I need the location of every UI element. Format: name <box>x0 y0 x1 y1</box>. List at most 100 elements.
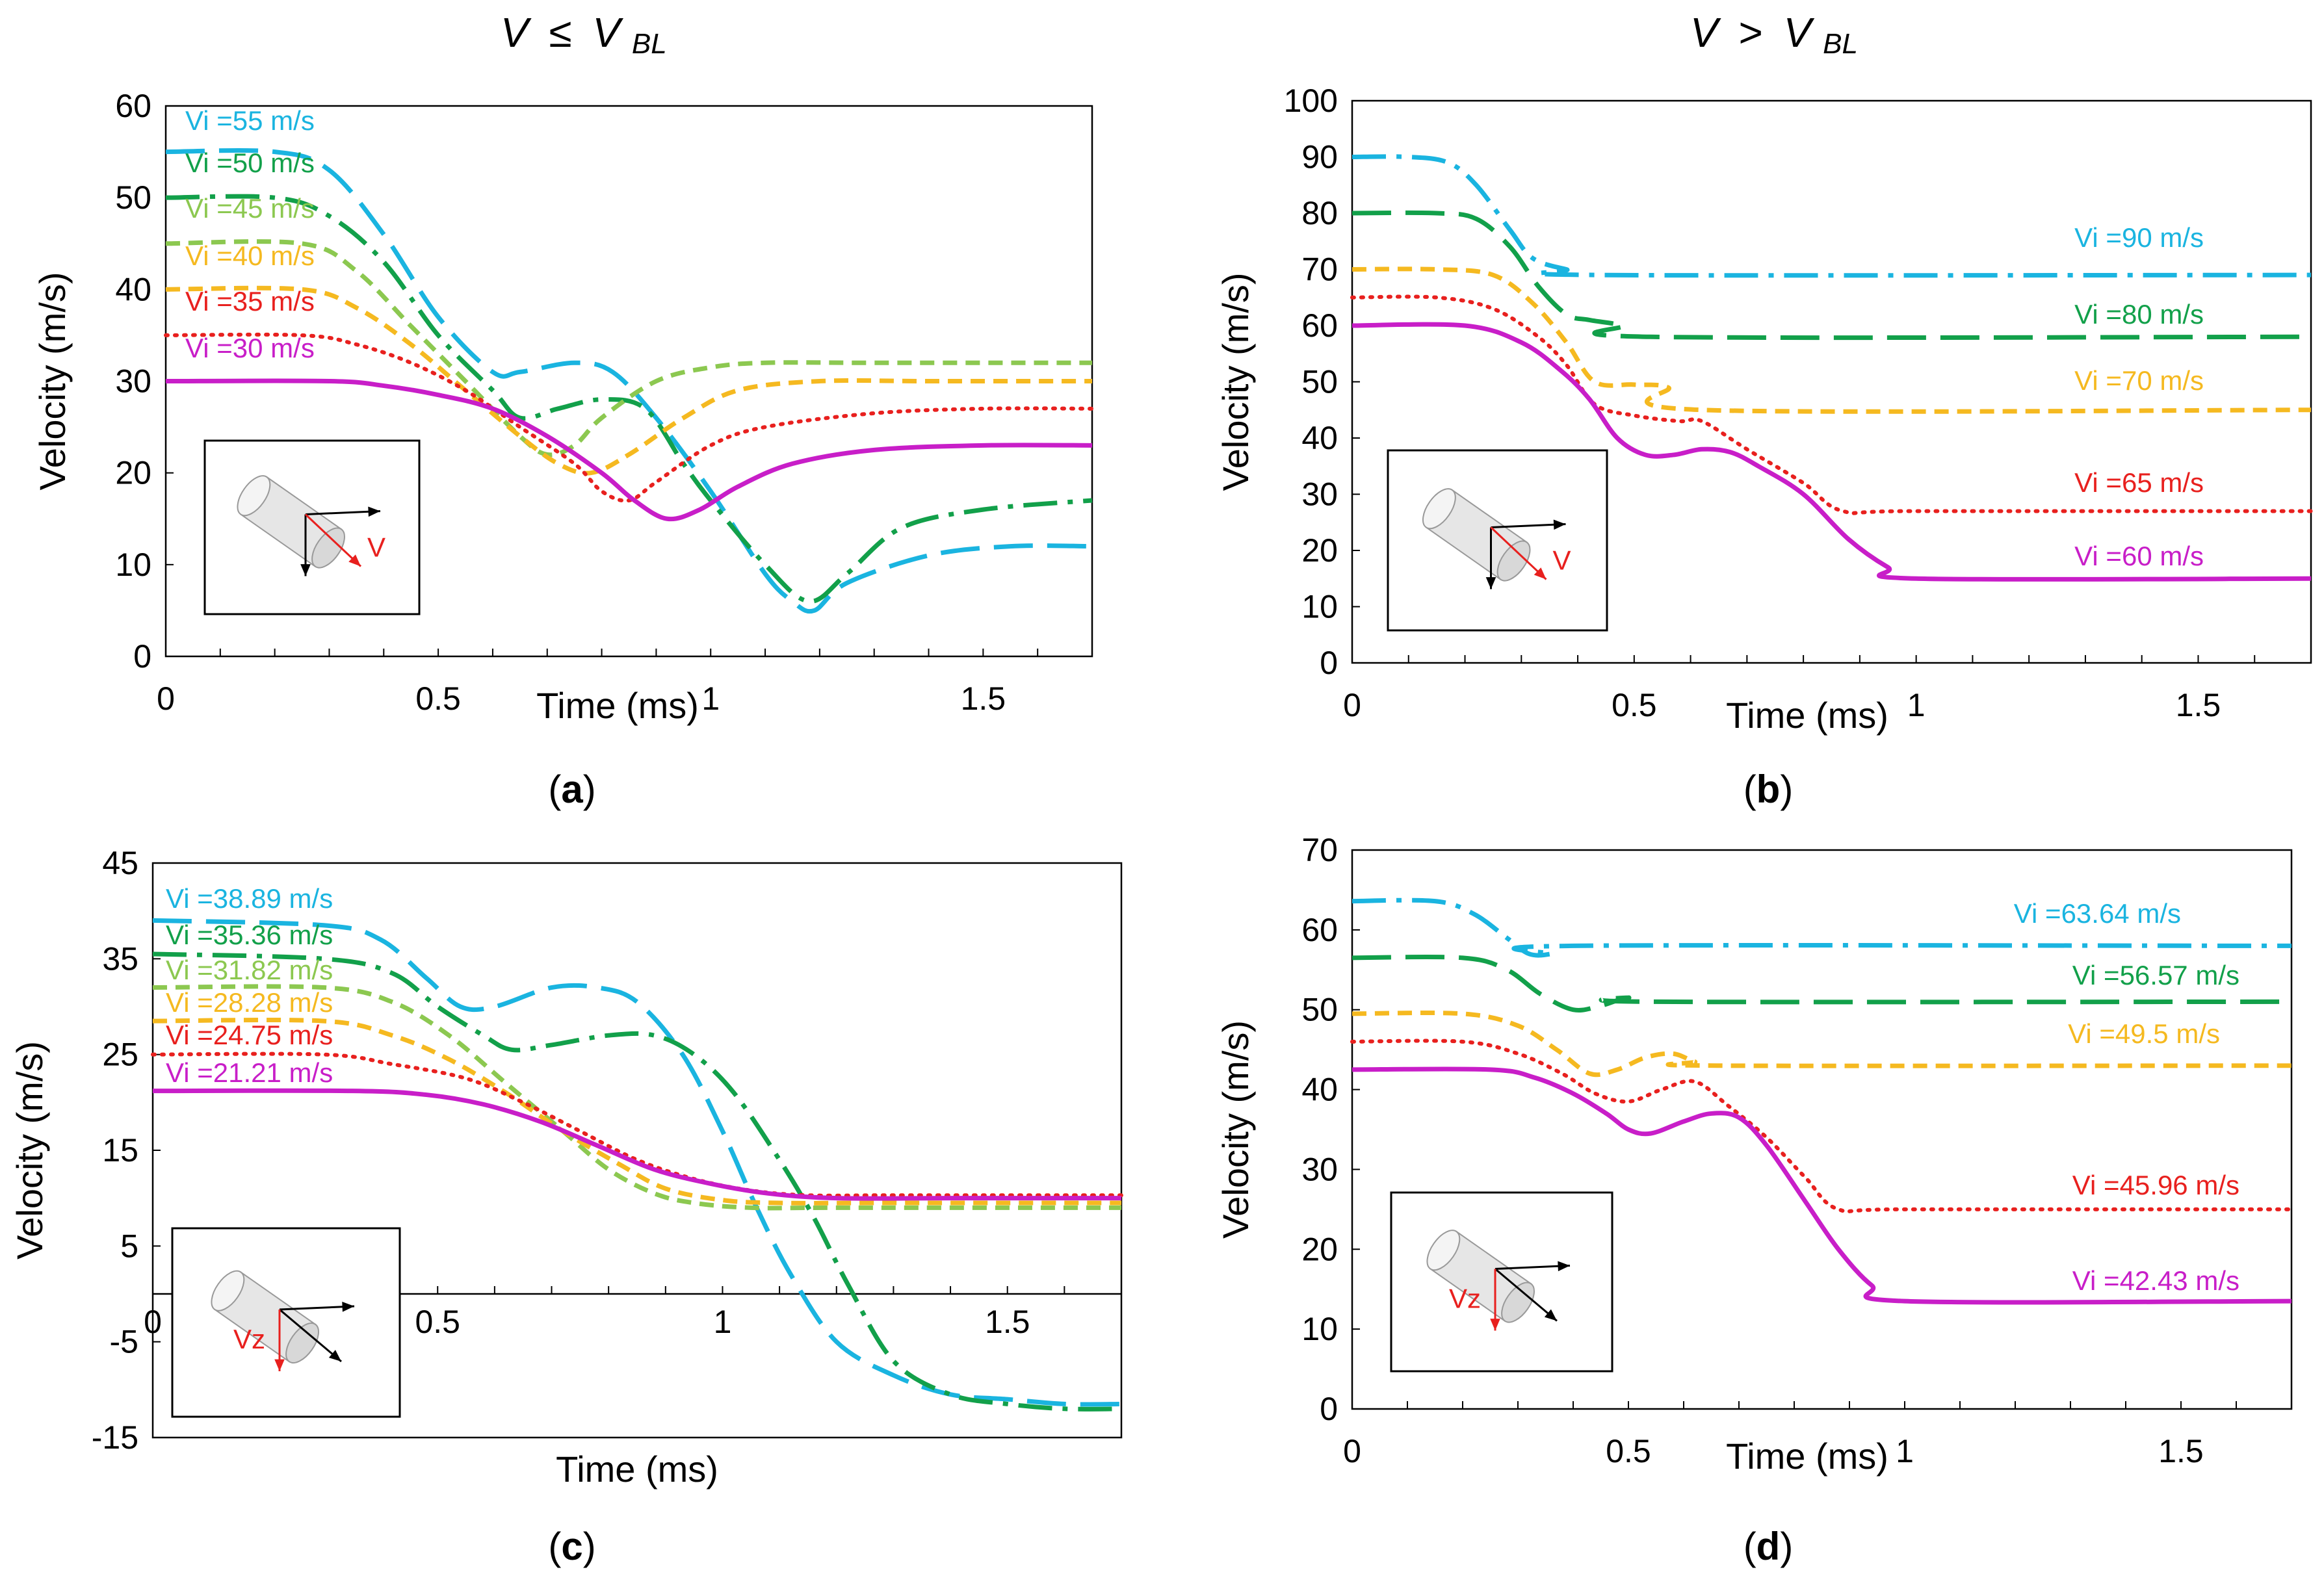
series-line <box>152 984 1121 1211</box>
panel-caption: (b) <box>1743 768 1794 811</box>
arrow-icon-head <box>1544 1309 1557 1321</box>
header-left-sub: BL <box>632 28 667 60</box>
series-label: Vi =90 m/s <box>2074 222 2204 253</box>
series-line <box>164 332 1094 503</box>
y-tick-label: 40 <box>115 271 151 307</box>
series-line <box>165 285 1092 476</box>
series-label: Vi =42.43 m/s <box>2072 1265 2239 1296</box>
y-axis-title: Velocity (m/s) <box>1215 1020 1256 1239</box>
series-line <box>165 148 1093 614</box>
arrow-icon-head <box>1553 519 1566 530</box>
panel-caption: (c) <box>548 1525 595 1568</box>
series-line <box>1350 1039 2293 1214</box>
series-label: Vi =56.57 m/s <box>2072 960 2239 990</box>
y-axis-title: Velocity (m/s) <box>1215 272 1256 491</box>
y-tick-label: 80 <box>1301 195 1338 231</box>
arrow-icon-head <box>368 506 380 517</box>
arrow-icon-head <box>1534 567 1547 580</box>
x-tick-label: 1 <box>714 1304 732 1340</box>
y-tick-label: 50 <box>1301 992 1338 1028</box>
y-tick-label: 30 <box>1301 476 1338 513</box>
header-right-v: V <box>1690 9 1721 56</box>
x-tick-label: 0 <box>1343 1433 1361 1469</box>
x-tick-label: 0 <box>157 680 175 717</box>
y-tick-label: 70 <box>1301 252 1338 288</box>
plot-area <box>1351 849 2293 1410</box>
y-tick-label: 0 <box>1320 1391 1338 1427</box>
y-tick-label: 60 <box>1301 307 1338 344</box>
chart-panel-b: 0 10 20 30 40 50 60 70 80 90 100 0 0.5 1 1.5 Time (ms) V… <box>1215 83 2313 811</box>
series-label: Vi =70 m/s <box>2074 365 2204 396</box>
series-label: Vi =35 m/s <box>185 286 315 316</box>
panel-caption: (d) <box>1743 1525 1794 1568</box>
y-tick-label: 20 <box>1301 1231 1338 1267</box>
series-label: Vi =49.5 m/s <box>2068 1018 2220 1049</box>
x-tick-label: 1.5 <box>2158 1433 2204 1469</box>
arrow-icon-head <box>300 564 311 576</box>
header-left-vb: V <box>592 9 623 56</box>
y-tick-label: 40 <box>1301 1072 1338 1108</box>
series-line <box>1351 154 2312 278</box>
series-line <box>1351 210 2312 341</box>
series-line <box>165 194 1093 604</box>
arrow-icon-head <box>1490 1319 1500 1331</box>
header-right: V > V BL <box>1690 9 1858 60</box>
series-label: Vi =80 m/s <box>2074 299 2204 329</box>
y-tick-label: -15 <box>92 1419 138 1456</box>
series-label: Vi =63.64 m/s <box>2014 898 2181 929</box>
chart-panel-c: -15 -5 5 15 25 35 45 0 0.5 1 1.5 Time (ms) Velocity … <box>9 845 1123 1568</box>
y-tick-label: 20 <box>1301 532 1338 569</box>
series-label: Vi =45 m/s <box>185 193 315 224</box>
chart-panel-d: 0 10 20 30 40 50 60 70 0 0.5 1 1.5 Time (ms) Velocity… <box>1215 832 2293 1568</box>
panel-caption: (a) <box>548 768 595 811</box>
y-tick-label: 35 <box>102 940 138 977</box>
y-tick-label: 30 <box>115 363 151 400</box>
y-tick-label: 90 <box>1301 139 1338 175</box>
x-tick-label: 0.5 <box>415 1304 460 1340</box>
y-tick-label: -5 <box>110 1324 138 1360</box>
y-tick-label: 0 <box>1320 645 1338 681</box>
arrow-icon-head <box>348 554 361 567</box>
inset-box <box>171 1227 401 1418</box>
arrow-icon-head <box>274 1359 285 1371</box>
y-axis-title: Velocity (m/s) <box>9 1041 50 1259</box>
y-tick-label: 50 <box>1301 364 1338 400</box>
inset-label: Vz <box>1449 1284 1481 1314</box>
x-tick-label: 0 <box>1343 687 1361 723</box>
series-line <box>165 378 1093 522</box>
y-tick-label: 25 <box>102 1037 138 1073</box>
arrow-icon-head <box>342 1302 354 1312</box>
series-label: Vi =28.28 m/s <box>166 987 333 1018</box>
x-axis-title: Time (ms) <box>536 685 699 726</box>
inset-label: V <box>367 532 385 563</box>
x-tick-label: 1 <box>701 680 720 717</box>
header-left-rel: ≤ <box>549 9 571 56</box>
svg-text:V ≤ V BL: V ≤ V BL <box>501 9 667 60</box>
series-label: Vi =40 m/s <box>185 240 315 271</box>
x-axis-title: Time (ms) <box>1726 1436 1888 1477</box>
header-right-sub: BL <box>1823 28 1858 60</box>
x-tick-label: 1.5 <box>961 680 1006 717</box>
inset-label: V <box>1553 545 1571 576</box>
arrow-icon <box>279 1308 342 1363</box>
arrow-icon <box>1495 1265 1571 1270</box>
y-tick-label: 45 <box>102 845 138 881</box>
y-tick-label: 20 <box>115 455 151 491</box>
y-tick-label: 15 <box>102 1132 138 1168</box>
y-tick-label: 100 <box>1284 83 1338 119</box>
inset-label: Vz <box>233 1324 265 1354</box>
arrow-icon <box>1490 526 1547 580</box>
y-tick-label: 0 <box>133 638 151 675</box>
y-tick-label: 10 <box>115 547 151 583</box>
series-label: Vi =60 m/s <box>2074 541 2204 571</box>
x-axis-title: Time (ms) <box>556 1449 718 1490</box>
cylinder-icon <box>1422 488 1531 582</box>
svg-text:V > V BL: V > V BL <box>1690 9 1858 60</box>
y-axis-title: Velocity (m/s) <box>32 272 73 490</box>
cylinder-icon <box>211 1270 319 1364</box>
series-label: Vi =50 m/s <box>185 148 315 178</box>
arrow-icon <box>1495 1268 1558 1322</box>
x-tick-label: 1.5 <box>985 1304 1030 1340</box>
series-line <box>1351 266 2312 414</box>
